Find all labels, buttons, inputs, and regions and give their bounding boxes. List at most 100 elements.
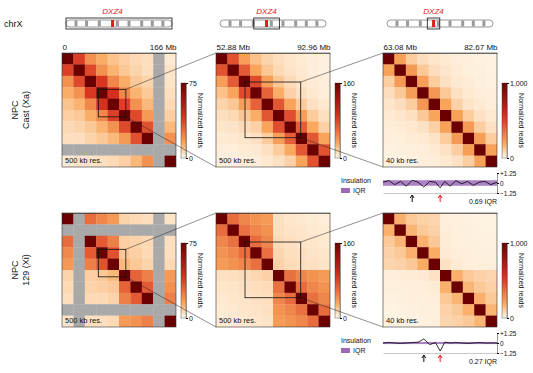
cell: [130, 53, 142, 65]
chromosome-band: [315, 21, 318, 27]
cell: [383, 87, 395, 99]
cell: [227, 87, 239, 99]
tick-label: 0: [510, 315, 514, 322]
colorbar-label: Normalized reads: [351, 253, 358, 308]
x-axis: [217, 213, 331, 214]
cell: [85, 270, 97, 282]
cell: [417, 224, 429, 236]
cell: [451, 99, 463, 111]
cell: [108, 76, 120, 88]
heatmap-panel: 0166 Mb500 kb res.NPCCast (Xa)075Normali…: [10, 43, 204, 167]
tick-label: 160: [343, 240, 355, 247]
cell: [474, 293, 486, 305]
cell: [142, 156, 154, 167]
cell: [319, 133, 330, 145]
cell: [307, 144, 319, 156]
cell: [486, 156, 497, 167]
cell: [262, 259, 274, 271]
cell: [296, 224, 308, 236]
cell: [262, 213, 274, 225]
tick-mark: [497, 333, 499, 334]
cell: [262, 133, 274, 145]
tick: 160: [340, 80, 355, 87]
cell: [440, 53, 452, 65]
tick: +1.25: [497, 330, 517, 337]
cell: [486, 304, 497, 316]
masked-cell: [153, 133, 165, 145]
cell: [239, 144, 251, 156]
cell: [250, 53, 262, 65]
cell: [451, 316, 463, 327]
colorbar: [181, 83, 186, 158]
cell: [417, 64, 429, 76]
cell: [474, 76, 486, 88]
cell: [406, 144, 418, 156]
cell: [165, 316, 176, 327]
cell: [85, 247, 97, 259]
cell: [319, 156, 330, 167]
cell: [284, 213, 296, 225]
cell: [96, 64, 108, 76]
cell: [119, 53, 131, 65]
masked-cell: [130, 224, 142, 236]
cell: [119, 270, 131, 282]
masked-cell: [142, 304, 154, 316]
cell: [486, 224, 497, 236]
cell: [119, 121, 131, 133]
cell: [451, 53, 463, 65]
cell: [429, 144, 441, 156]
masked-cell: [73, 213, 85, 225]
chromosome-band: [228, 21, 231, 27]
cell: [227, 304, 239, 316]
chromosome-band: [482, 21, 485, 27]
cell: [383, 110, 395, 122]
masked-cell: [96, 304, 108, 316]
chromosome-band: [239, 21, 242, 27]
plot-area: [383, 339, 497, 351]
cell: [262, 156, 274, 167]
chromosome-band: [127, 21, 130, 27]
cell: [451, 236, 463, 248]
masked-cell: [85, 144, 97, 156]
tick: 82.67 Mb: [464, 43, 498, 53]
cell: [165, 87, 176, 99]
cell: [165, 270, 176, 282]
cell: [119, 99, 131, 111]
cell: [486, 247, 497, 259]
tick-mark: [340, 318, 342, 319]
cell: [417, 99, 429, 111]
cell: [130, 281, 142, 293]
cell: [451, 121, 463, 133]
cell: [216, 270, 228, 282]
masked-cell: [142, 224, 154, 236]
cell: [429, 259, 441, 271]
cell: [474, 270, 486, 282]
cell: [119, 316, 131, 327]
tick: 0: [186, 155, 193, 162]
insulation-track: −1.250+1.25InsulationIQR0.69 IQR: [341, 170, 517, 206]
cell: [62, 281, 74, 293]
chromosome-band: [151, 21, 154, 27]
cell: [307, 213, 319, 225]
cell: [250, 281, 262, 293]
zoom-line: [126, 53, 216, 89]
masked-cell: [153, 144, 165, 156]
cell: [250, 110, 262, 122]
cell: [119, 281, 131, 293]
cell: [85, 281, 97, 293]
cell: [85, 259, 97, 271]
cell: [440, 316, 452, 327]
cell: [486, 121, 497, 133]
cell: [262, 270, 274, 282]
cell: [406, 247, 418, 259]
plot-area: [383, 180, 497, 188]
chromosome-band: [270, 21, 273, 27]
cell: [262, 64, 274, 76]
track-title: Insulation: [341, 177, 371, 184]
masked-cell: [73, 304, 85, 316]
tick-mark: [497, 343, 499, 344]
frame: [216, 213, 330, 327]
cell: [85, 87, 97, 99]
cell: [417, 270, 429, 282]
cell: [440, 110, 452, 122]
